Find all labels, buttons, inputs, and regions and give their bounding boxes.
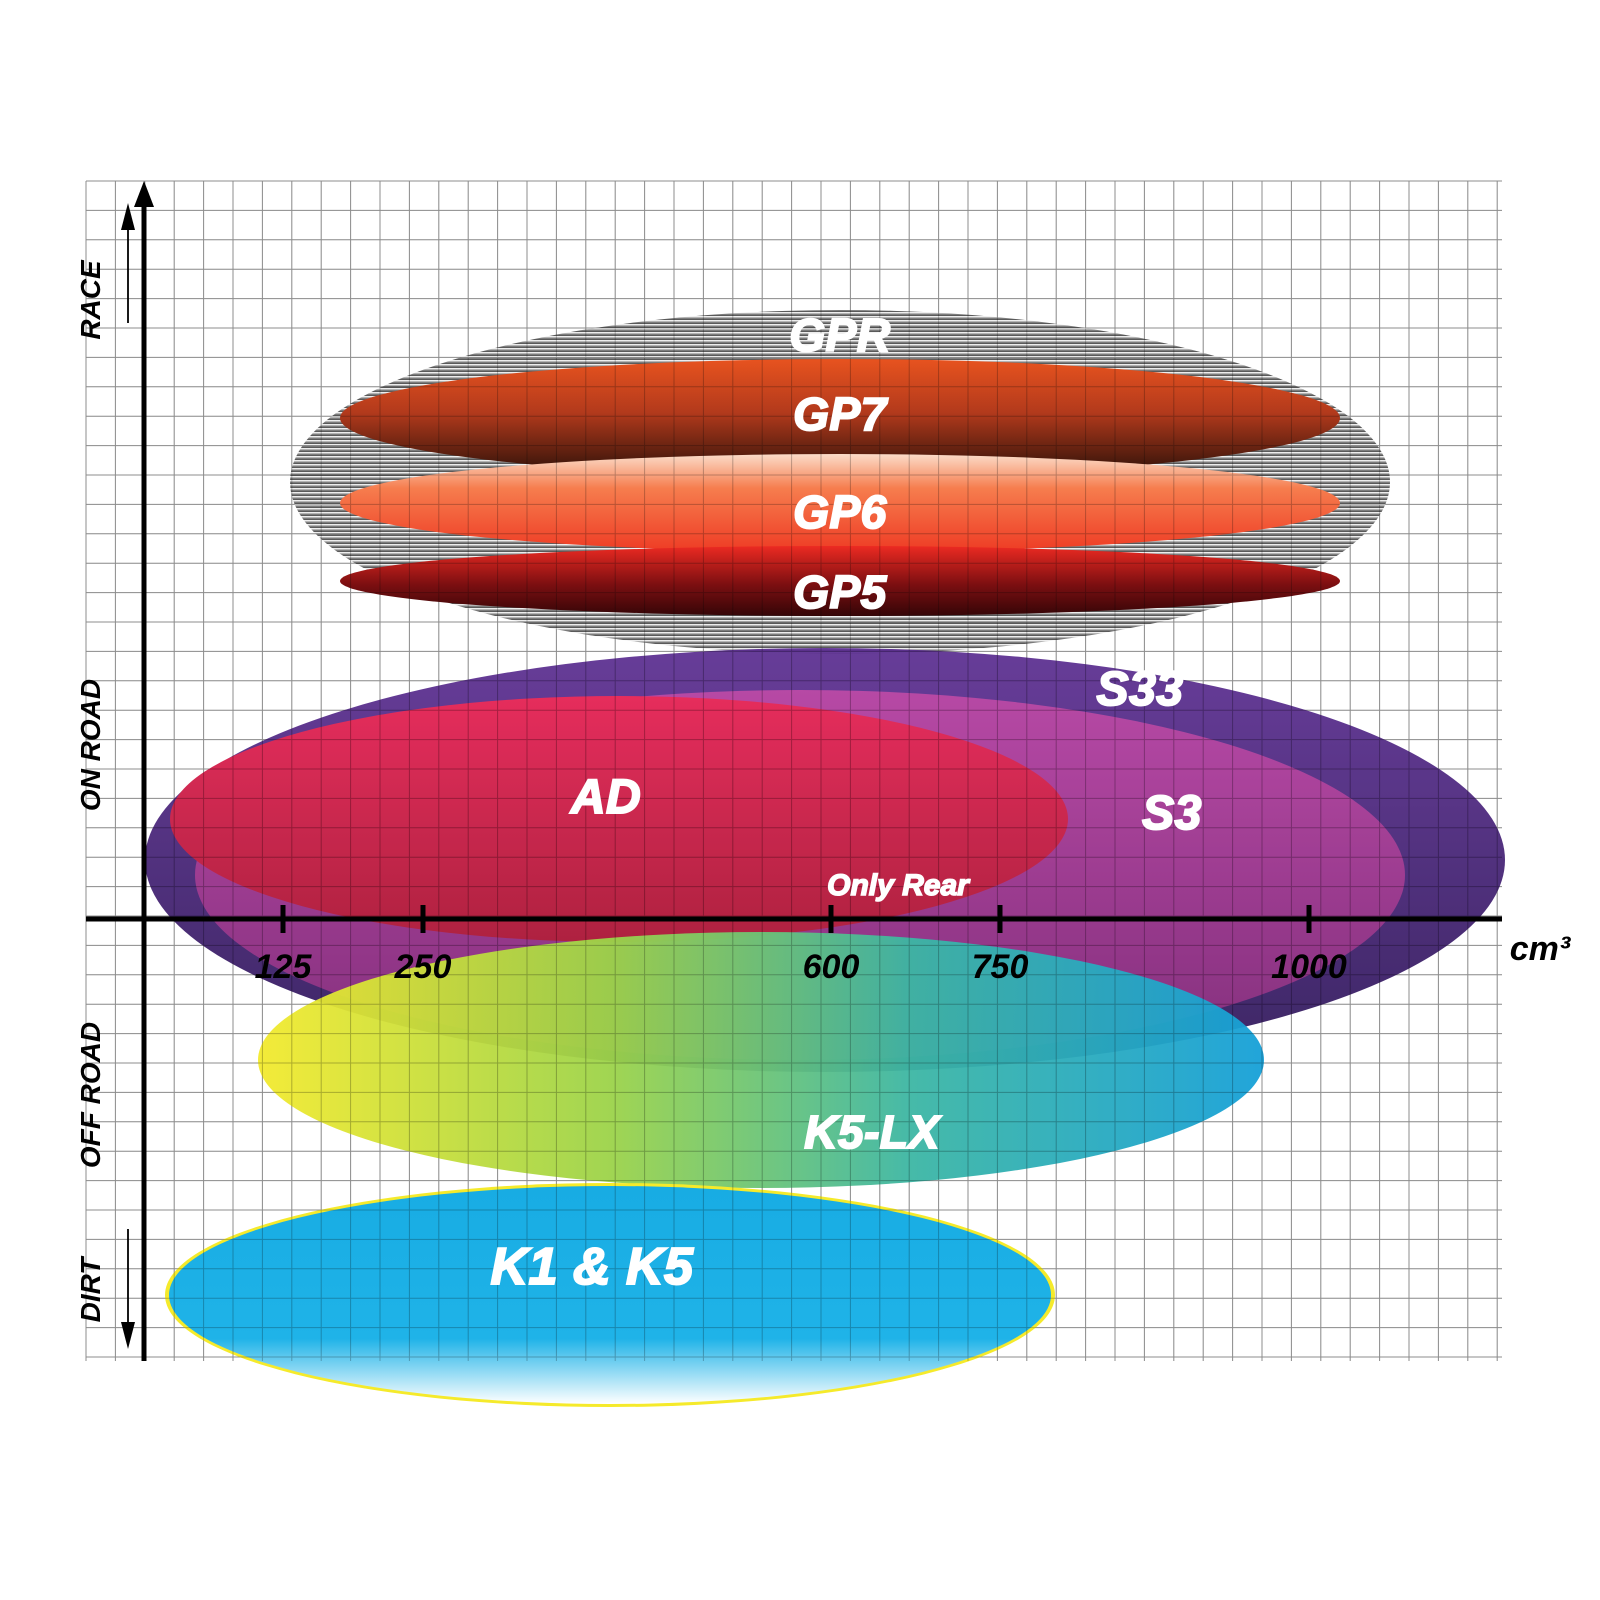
svg-text:125: 125: [255, 948, 313, 986]
svg-text:GP7: GP7: [793, 388, 888, 440]
svg-text:S3: S3: [1142, 787, 1202, 840]
svg-text:750: 750: [972, 948, 1029, 986]
svg-text:K1 & K5: K1 & K5: [491, 1238, 694, 1296]
svg-text:GP5: GP5: [793, 566, 887, 618]
svg-text:DIRT: DIRT: [75, 1255, 106, 1323]
svg-text:AD: AD: [570, 771, 641, 824]
svg-text:600: 600: [803, 948, 860, 986]
svg-text:GPR: GPR: [789, 309, 890, 361]
svg-text:S33: S33: [1097, 663, 1184, 716]
svg-text:OFF ROAD: OFF ROAD: [75, 1022, 106, 1168]
svg-text:K5-LX: K5-LX: [804, 1106, 941, 1158]
svg-text:RACE: RACE: [75, 259, 106, 340]
svg-text:ON ROAD: ON ROAD: [75, 679, 106, 811]
svg-text:cm³: cm³: [1510, 930, 1572, 968]
svg-text:Only Rear: Only Rear: [827, 869, 971, 902]
svg-text:1000: 1000: [1271, 948, 1347, 986]
svg-text:250: 250: [394, 948, 452, 986]
svg-text:GP6: GP6: [793, 486, 887, 538]
